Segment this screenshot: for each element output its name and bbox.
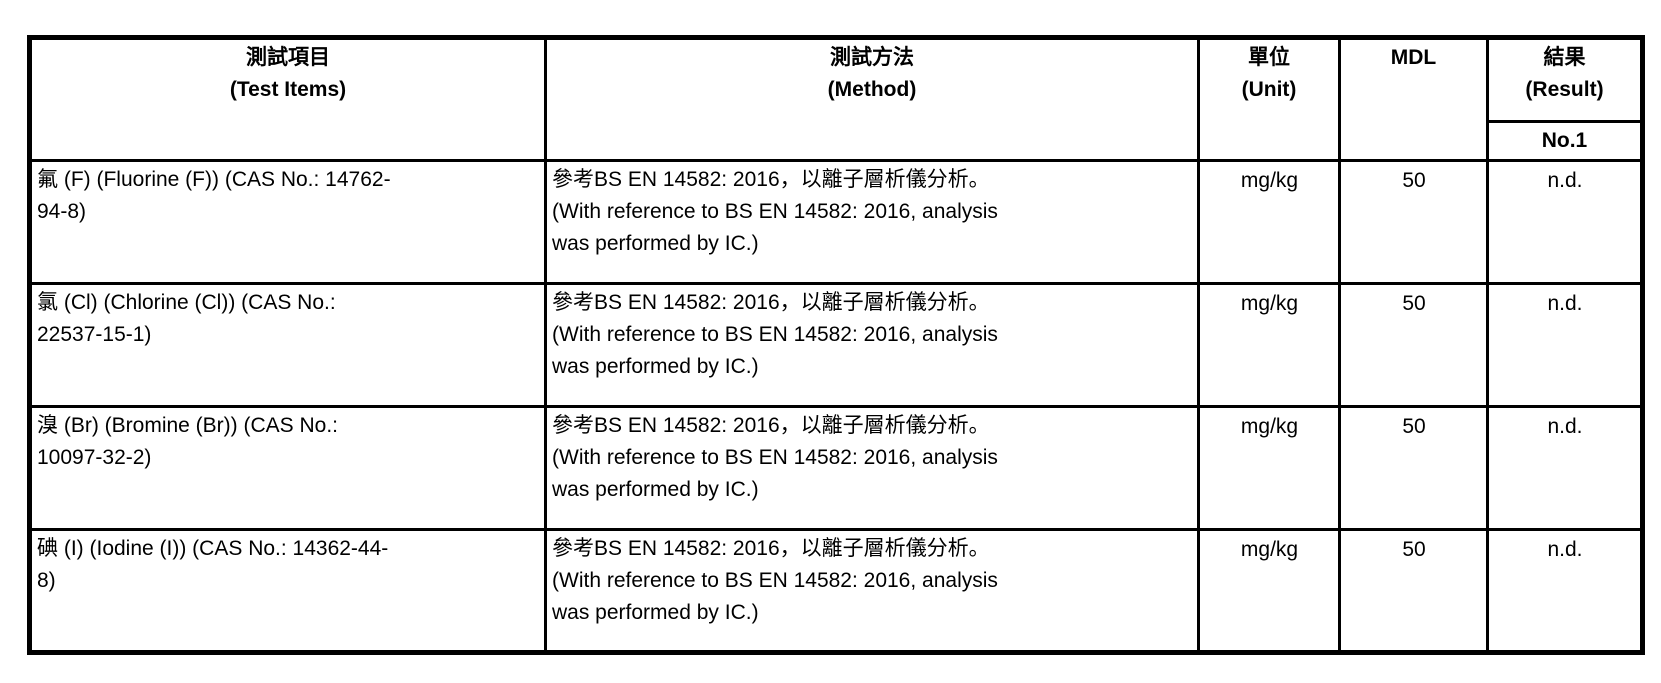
header-method: 測試方法 (Method): [544, 36, 1200, 162]
header-sample-no: No.1: [1486, 120, 1644, 162]
header-unit-zh: 單位: [1248, 46, 1290, 69]
header-mdl: MDL: [1338, 36, 1489, 162]
unit-cell: mg/kg: [1197, 405, 1341, 531]
table-row-chlorine: 氯 (Cl) (Chlorine (Cl)) (CAS No.: 22537-1…: [28, 282, 1644, 408]
header-test-items: 測試項目 (Test Items): [28, 36, 547, 162]
method-cell: 參考BS EN 14582: 2016，以離子層析儀分析。 (With refe…: [544, 159, 1200, 285]
unit-cell: mg/kg: [1197, 528, 1341, 654]
header-unit: 單位 (Unit): [1197, 36, 1341, 162]
mdl-cell: 50: [1338, 159, 1489, 285]
unit-cell: mg/kg: [1197, 159, 1341, 285]
table-row-fluorine: 氟 (F) (Fluorine (F)) (CAS No.: 14762- 94…: [28, 159, 1644, 285]
table-row-iodine: 碘 (I) (Iodine (I)) (CAS No.: 14362-44- 8…: [28, 528, 1644, 654]
mdl-cell: 50: [1338, 405, 1489, 531]
method-cell: 參考BS EN 14582: 2016，以離子層析儀分析。 (With refe…: [544, 405, 1200, 531]
header-test-items-en: (Test Items): [229, 78, 347, 101]
header-unit-en: (Unit): [1241, 78, 1297, 101]
test-results-table: 測試項目 (Test Items) 測試方法 (Method) 單位 (Unit…: [27, 35, 1645, 655]
header-mdl-label: MDL: [1390, 46, 1437, 69]
method-cell: 參考BS EN 14582: 2016，以離子層析儀分析。 (With refe…: [544, 528, 1200, 654]
method-cell: 參考BS EN 14582: 2016，以離子層析儀分析。 (With refe…: [544, 282, 1200, 408]
test-item-cell: 氯 (Cl) (Chlorine (Cl)) (CAS No.: 22537-1…: [28, 282, 547, 408]
result-cell: n.d.: [1486, 282, 1644, 408]
header-result-en: (Result): [1525, 78, 1604, 101]
mdl-cell: 50: [1338, 282, 1489, 408]
table-row-bromine: 溴 (Br) (Bromine (Br)) (CAS No.: 10097-32…: [28, 405, 1644, 531]
header-result-zh: 結果: [1543, 46, 1586, 69]
test-item-cell: 溴 (Br) (Bromine (Br)) (CAS No.: 10097-32…: [28, 405, 547, 531]
result-cell: n.d.: [1486, 405, 1644, 531]
result-cell: n.d.: [1486, 528, 1644, 654]
mdl-cell: 50: [1338, 528, 1489, 654]
test-item-cell: 碘 (I) (Iodine (I)) (CAS No.: 14362-44- 8…: [28, 528, 547, 654]
header-method-en: (Method): [827, 78, 917, 101]
header-test-items-zh: 測試項目: [246, 46, 330, 69]
header-method-zh: 測試方法: [830, 46, 914, 69]
result-cell: n.d.: [1486, 159, 1644, 285]
unit-cell: mg/kg: [1197, 282, 1341, 408]
test-item-cell: 氟 (F) (Fluorine (F)) (CAS No.: 14762- 94…: [28, 159, 547, 285]
header-result: 結果 (Result): [1486, 36, 1644, 123]
